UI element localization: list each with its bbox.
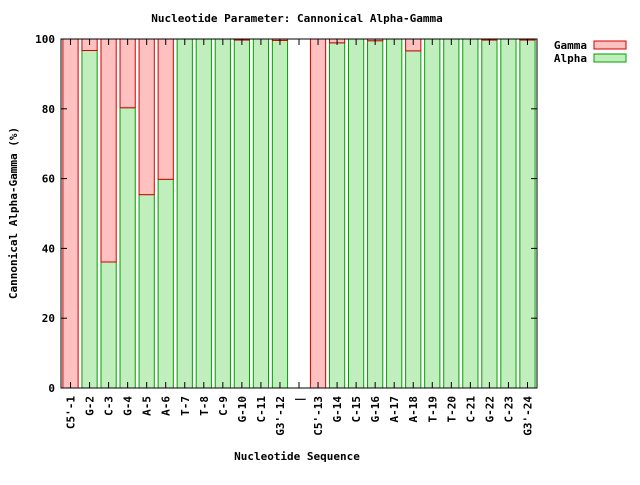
- bar-alpha-2: [100, 261, 117, 389]
- bar-alpha-23: [500, 38, 517, 389]
- bar-alpha-24: [519, 39, 536, 389]
- bar-gamma-3: [119, 38, 136, 109]
- bar-alpha-6: [176, 38, 193, 389]
- x-tick-label-19: T-19: [426, 396, 439, 423]
- bar-gamma-2: [100, 38, 117, 263]
- bar-alpha-7: [195, 38, 212, 389]
- bar-alpha-17: [386, 38, 403, 389]
- bar-alpha-19: [424, 38, 441, 389]
- y-tick-label-40: 40: [42, 242, 55, 255]
- x-tick-label-15: C-15: [350, 396, 363, 423]
- bar-alpha-16: [367, 40, 384, 389]
- legend-label-alpha: Alpha: [554, 52, 587, 65]
- x-tick-label-10: C-11: [255, 396, 268, 423]
- y-tick-label-60: 60: [42, 173, 55, 186]
- y-tick-label-0: 0: [48, 382, 55, 395]
- x-tick-label-9: G-10: [236, 396, 249, 423]
- bar-alpha-18: [405, 50, 422, 389]
- x-axis-label: Nucleotide Sequence: [234, 450, 360, 463]
- x-tick-label-17: A-17: [388, 396, 401, 423]
- legend-label-gamma: Gamma: [554, 39, 587, 52]
- bar-gamma-4: [138, 38, 155, 196]
- y-axis-label: Cannonical Alpha-Gamma (%): [7, 127, 20, 299]
- x-tick-label-8: C-9: [217, 396, 230, 416]
- bar-alpha-1: [81, 50, 98, 389]
- x-tick-label-14: G-14: [331, 396, 344, 423]
- x-tick-label-3: G-4: [122, 396, 135, 416]
- bar-alpha-14: [328, 42, 346, 389]
- x-axis: C5'-1 G-2 C-3 G-4 A-5 A-6 T-7 T-8 C-9 G-10 C-11 G3'…: [65, 39, 534, 436]
- y-tick-label-100: 100: [35, 33, 55, 46]
- x-tick-label-1: G-2: [84, 396, 97, 416]
- x-tick-label-22: G-22: [483, 396, 496, 423]
- y-tick-label-20: 20: [42, 312, 55, 325]
- bar-alpha-20: [443, 38, 460, 389]
- x-tick-label-0: C5'-1: [65, 396, 78, 429]
- x-tick-label-11: G3'-12: [274, 396, 287, 436]
- bar-alpha-11: [271, 39, 289, 389]
- x-tick-label-4: A-5: [141, 396, 154, 416]
- bars-group: [62, 38, 536, 389]
- bar-alpha-22: [481, 39, 498, 389]
- bar-alpha-3: [119, 107, 136, 389]
- x-tick-label-20: T-20: [445, 396, 458, 423]
- x-tick-label-12: |: [293, 396, 306, 403]
- bar-alpha-4: [138, 194, 155, 389]
- bar-gamma-0: [62, 38, 79, 389]
- bar-alpha-8: [214, 38, 231, 389]
- x-tick-label-5: A-6: [160, 396, 173, 416]
- x-tick-label-21: C-21: [464, 396, 477, 423]
- x-tick-label-13: C5'-13: [312, 396, 325, 436]
- legend-swatch-alpha: [593, 53, 627, 63]
- chart-title: Nucleotide Parameter: Cannonical Alpha-G…: [151, 12, 442, 25]
- x-tick-label-2: C-3: [103, 396, 116, 416]
- legend-swatch-gamma: [593, 40, 627, 50]
- bar-alpha-10: [252, 38, 270, 389]
- y-axis: 0 20 40 60 80 100: [35, 33, 537, 395]
- bar-gamma-13: [309, 38, 327, 389]
- bar-alpha-21: [462, 38, 479, 389]
- y-tick-label-80: 80: [42, 103, 55, 116]
- x-tick-label-23: C-23: [502, 396, 515, 423]
- bar-alpha-5: [157, 178, 174, 389]
- x-tick-label-24: G3'-24: [521, 396, 534, 436]
- bar-alpha-15: [348, 38, 365, 389]
- x-tick-label-16: G-16: [369, 396, 382, 423]
- plot-frame: [60, 38, 538, 389]
- x-tick-label-6: T-7: [179, 396, 192, 416]
- x-tick-label-18: A-18: [407, 396, 420, 423]
- bar-alpha-9: [233, 39, 250, 389]
- bar-gamma-5: [157, 38, 174, 180]
- x-tick-label-7: T-8: [198, 396, 211, 416]
